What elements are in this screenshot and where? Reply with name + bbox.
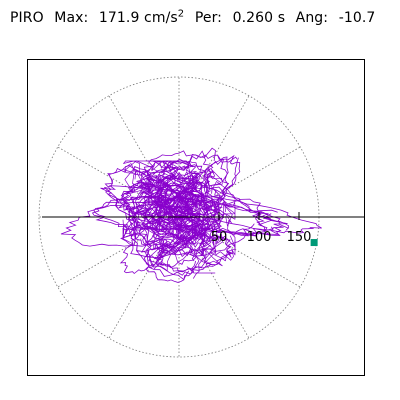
tick-label: 50 [211, 230, 228, 245]
chart-header: PIRO Max: 171.9 cm/s2 Per: 0.260 s Ang: … [10, 8, 381, 26]
orbit-scribble [149, 205, 171, 272]
axis-layer [42, 212, 364, 220]
orbit-scribble [167, 194, 233, 233]
orbit-scribble [161, 172, 211, 229]
orbit-scribble [122, 202, 184, 240]
orbit-loop [117, 164, 200, 215]
orbit-loop [143, 238, 196, 283]
orbit-loop [155, 233, 234, 273]
plot-frame: 50 100 150 [27, 59, 365, 376]
grid-spoke [57, 146, 145, 198]
max-label: Max: [54, 9, 89, 26]
orbit-scribble [190, 229, 236, 266]
orbit-loop [120, 198, 278, 259]
grid-spoke [198, 251, 250, 339]
orbit-trace [60, 147, 322, 283]
max-marker-layer [310, 239, 318, 247]
orbit-scribble [163, 205, 216, 263]
orbit-loop [143, 150, 215, 196]
tick-label: 100 [247, 230, 272, 245]
orbit-scribble [175, 206, 236, 262]
grid-spoke [213, 236, 301, 288]
max-point-marker [310, 239, 318, 247]
max-value: 171.9 cm/s2 [98, 8, 185, 26]
grid-spoke [108, 95, 160, 183]
grid-spoke [213, 146, 301, 198]
period-label: Per: [194, 9, 222, 26]
grid-spoke [198, 95, 250, 183]
orbit-scribble [170, 219, 223, 267]
orbit-scribble [167, 201, 212, 248]
period-value: 0.260 s [232, 9, 286, 26]
orbit-scribble [127, 194, 197, 230]
orbit-scribble [169, 168, 224, 206]
orbit-scribble [168, 202, 225, 243]
orbit-loop [91, 194, 218, 231]
polar-plot: 50 100 150 [38, 76, 364, 358]
max-value-exponent: 2 [177, 8, 185, 19]
orbit-scribble [124, 165, 170, 213]
grid-spoke [57, 236, 145, 288]
orbit-scribble [136, 160, 192, 218]
grid-spoke [108, 251, 160, 339]
angle-label: Ang: [295, 9, 329, 26]
angle-value: -10.7 [338, 9, 376, 26]
max-value-number: 171.9 cm/s [98, 9, 178, 26]
station-label: PIRO [10, 9, 44, 26]
tick-label: 150 [287, 230, 312, 245]
tick-labels: 50 100 150 [211, 230, 312, 245]
